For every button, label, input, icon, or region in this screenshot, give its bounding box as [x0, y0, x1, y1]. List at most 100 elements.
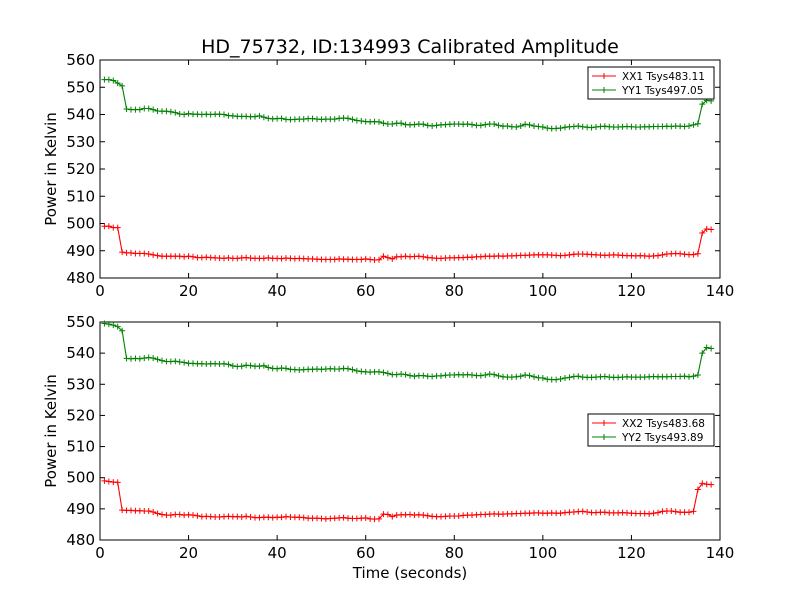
data-point: [141, 250, 148, 257]
data-point: [398, 371, 405, 378]
x-tick-label: 140: [706, 544, 735, 562]
series-1: [101, 477, 715, 523]
data-point: [681, 373, 688, 380]
data-point: [557, 510, 564, 517]
chart-title: HD_75732, ID:134993 Calibrated Amplitude: [201, 36, 619, 58]
data-point: [243, 513, 250, 520]
data-point: [495, 372, 502, 379]
data-point: [172, 109, 179, 116]
y-tick-label: 560: [66, 51, 95, 69]
y-tick-label: 500: [66, 215, 95, 233]
data-point: [553, 376, 560, 383]
data-point: [105, 321, 112, 328]
data-point: [579, 123, 586, 130]
data-point: [260, 362, 267, 369]
data-point: [517, 122, 524, 129]
data-point: [181, 111, 188, 118]
data-point: [119, 327, 126, 334]
data-point: [336, 366, 343, 373]
y-axis-title: Power in Kelvin: [42, 374, 60, 488]
data-point: [278, 514, 285, 521]
data-point: [283, 365, 289, 372]
data-point: [367, 256, 374, 263]
data-point: [526, 372, 533, 379]
x-tick-label: 60: [356, 282, 375, 300]
data-point: [562, 252, 568, 259]
data-point: [247, 513, 254, 520]
data-point: [159, 511, 165, 518]
data-point: [557, 125, 564, 132]
data-point: [601, 123, 608, 130]
data-point: [464, 121, 471, 128]
data-point: [136, 355, 143, 362]
y-tick-label: 500: [66, 469, 95, 487]
data-point: [699, 101, 706, 108]
data-point: [145, 508, 152, 515]
data-point: [376, 118, 382, 125]
data-point: [331, 116, 338, 123]
data-point: [420, 372, 427, 379]
data-point: [601, 509, 608, 516]
data-point: [247, 362, 254, 369]
data-point: [145, 354, 152, 361]
legend-box: [587, 413, 715, 447]
data-point: [566, 251, 573, 258]
data-point: [185, 253, 192, 260]
data-point: [181, 253, 188, 260]
x-tick-label: 120: [617, 544, 646, 562]
data-point: [172, 358, 179, 365]
data-point: [154, 252, 161, 259]
data-point: [384, 370, 391, 377]
x-tick-label: 60: [356, 544, 375, 562]
data-point: [429, 122, 436, 129]
data-point: [114, 224, 121, 231]
data-point: [150, 508, 157, 515]
data-point: [539, 375, 546, 382]
data-point: [429, 254, 436, 261]
y-tick-label: 540: [66, 344, 95, 362]
data-point: [708, 345, 715, 352]
data-point: [469, 254, 475, 261]
data-point: [176, 511, 183, 518]
data-point: [690, 373, 697, 380]
legend-label: XX2 Tsys483.68: [622, 418, 705, 430]
y-tick-label: 540: [66, 106, 95, 124]
data-point: [110, 322, 117, 329]
plot-panel-1: 0 20 40 60 80 100 120 140 480 490 500 510 520 530 540 5…: [42, 51, 734, 300]
data-point: [376, 515, 382, 522]
data-point: [420, 253, 427, 260]
data-point: [659, 251, 666, 258]
data-point: [345, 115, 351, 122]
data-point: [154, 356, 161, 363]
data-point: [221, 255, 227, 262]
data-point: [429, 373, 436, 380]
data-point: [256, 363, 263, 370]
data-point: [655, 252, 661, 259]
data-point: [141, 355, 148, 362]
data-point: [221, 360, 227, 367]
y-tick-label: 530: [66, 375, 95, 393]
data-point: [482, 121, 489, 128]
data-point: [309, 115, 316, 122]
data-point: [398, 120, 405, 127]
data-point: [176, 110, 183, 117]
data-point: [278, 115, 285, 122]
data-point: [300, 514, 307, 521]
data-point: [398, 253, 405, 260]
data-point: [393, 371, 400, 378]
data-point: [672, 508, 679, 515]
data-point: [389, 513, 396, 520]
data-point: [163, 108, 170, 115]
data-point: [539, 124, 546, 131]
data-point: [101, 477, 108, 484]
data-point: [681, 123, 688, 130]
data-point: [694, 486, 701, 493]
data-point: [331, 256, 338, 263]
data-point: [260, 255, 267, 262]
data-point: [340, 514, 347, 521]
legend: XX1 Tsys483.11 YY1 Tsys497.05: [587, 66, 715, 100]
data-point: [105, 76, 112, 83]
data-point: [221, 111, 227, 118]
data-point: [562, 124, 568, 131]
data-point: [694, 250, 701, 257]
